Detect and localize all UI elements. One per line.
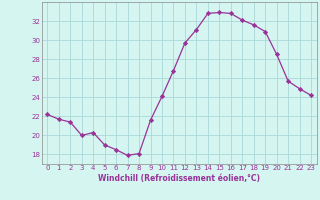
X-axis label: Windchill (Refroidissement éolien,°C): Windchill (Refroidissement éolien,°C) <box>98 174 260 183</box>
